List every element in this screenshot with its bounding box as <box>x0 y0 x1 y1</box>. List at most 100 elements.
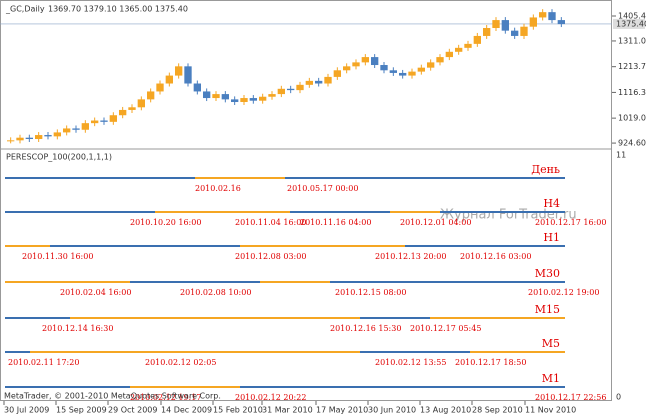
candle <box>361 57 369 63</box>
candle <box>529 17 537 27</box>
candle <box>175 66 183 76</box>
x-tick-label: 15 Feb 2010 <box>213 406 263 415</box>
candle <box>352 62 360 67</box>
candle <box>81 123 89 130</box>
candle <box>511 30 519 36</box>
candle <box>91 120 99 124</box>
candle <box>315 80 323 84</box>
candle <box>305 80 313 85</box>
candle <box>501 20 509 31</box>
candle <box>259 96 267 101</box>
candle <box>445 51 453 58</box>
footer: MetaTrader, © 2001-2010 MetaQuotes Softw… <box>4 392 221 401</box>
indicator-top: 11 <box>616 151 626 160</box>
y-tick-label: 1019.00 <box>618 114 646 123</box>
signal-date: 2010.12.01 04:00 <box>400 218 471 227</box>
x-tick-label: 31 Mar 2010 <box>262 406 313 415</box>
candle <box>436 57 444 63</box>
signal-date: 2010.12.16 15:30 <box>330 324 401 333</box>
candle <box>408 71 416 76</box>
x-tick-label: 28 Sep 2010 <box>472 406 523 415</box>
row-label: H1 <box>543 231 560 244</box>
candle <box>455 47 463 52</box>
row-label: H4 <box>543 197 560 210</box>
ohlc-label: 1369.70 1379.10 1365.00 1375.40 <box>48 5 188 14</box>
y-tick-label: 1405.45 <box>618 12 646 21</box>
candle <box>539 12 547 18</box>
row-label: M15 <box>535 303 560 316</box>
signal-date: 2010.12.17 16:00 <box>535 218 606 227</box>
signal-date: 2010.12.16 03:00 <box>460 252 531 261</box>
signal-date: 2010.11.30 16:00 <box>22 252 93 261</box>
signal-date: 2010.02.11 17:20 <box>8 358 79 367</box>
row-label: День <box>531 163 560 176</box>
candle <box>324 76 332 84</box>
candle <box>193 83 201 92</box>
indicator-bottom: 0 <box>616 393 621 402</box>
y-tick-label: 1116.35 <box>618 88 646 97</box>
candle <box>137 99 145 108</box>
signal-date: 2010.12.14 16:30 <box>42 324 113 333</box>
candle <box>156 83 164 92</box>
signal-date: 2010.02.12 02:05 <box>145 358 216 367</box>
candle <box>333 70 341 77</box>
candle <box>268 94 276 97</box>
row-label: M30 <box>535 267 560 280</box>
candle <box>492 20 500 29</box>
candle <box>427 62 435 68</box>
candle <box>287 88 295 91</box>
x-tick-label: 13 Aug 2010 <box>420 406 471 415</box>
candle <box>63 128 71 133</box>
signal-date: 2010.02.04 16:00 <box>60 288 131 297</box>
candle <box>35 135 43 140</box>
x-tick-label: 14 Dec 2009 <box>161 406 212 415</box>
candle <box>399 72 407 76</box>
signal-date: 2010.12.13 20:00 <box>375 252 446 261</box>
signal-date: 2010.02.12 19:00 <box>528 288 599 297</box>
chart-frame <box>0 0 612 401</box>
row-label: M5 <box>542 337 560 350</box>
candle <box>16 137 24 141</box>
candle <box>221 94 229 100</box>
candle <box>109 115 117 122</box>
signal-date: 2010.12.17 22:56 <box>535 393 606 402</box>
signal-date: 2010.12.17 18:50 <box>455 358 526 367</box>
symbol-label: _GC,Daily <box>5 5 45 14</box>
y-tick-label: 1213.70 <box>618 62 646 71</box>
candle <box>277 88 285 95</box>
signal-date: 2010.02.08 10:00 <box>180 288 251 297</box>
x-tick-label: 30 Jul 2009 <box>4 406 49 415</box>
candle <box>165 75 173 84</box>
candle <box>520 26 528 36</box>
signal-date: 2010.12.08 03:00 <box>235 252 306 261</box>
signal-date: 2010.11.16 04:00 <box>300 218 371 227</box>
signal-date: 2010.02.16 <box>195 184 241 193</box>
candle <box>473 35 481 44</box>
signal-date: 2010.11.04 16:00 <box>235 218 306 227</box>
candle <box>371 57 379 66</box>
price-tag-label: 1375.40 <box>616 19 646 28</box>
signal-date: 2010.02.12 13:55 <box>375 358 446 367</box>
candle <box>231 99 239 103</box>
candle <box>72 128 80 130</box>
signal-date: 2010.10.20 16:00 <box>130 218 201 227</box>
candle <box>7 140 15 142</box>
x-tick-label: 30 Jun 2010 <box>368 406 416 415</box>
candle <box>548 12 556 21</box>
x-tick-label: 15 Sep 2009 <box>56 406 107 415</box>
candle <box>44 135 52 137</box>
indicator-title: PERESCOP_100(200,1,1,1) <box>6 153 112 162</box>
signal-date: 2010.12.17 05:45 <box>410 324 481 333</box>
candle <box>464 43 472 48</box>
candle <box>147 91 155 100</box>
candle <box>53 132 61 137</box>
candle <box>119 109 127 116</box>
candle <box>212 94 220 99</box>
price-tag <box>613 18 645 29</box>
signal-date: 2010.12.15 08:00 <box>335 288 406 297</box>
x-tick-label: 11 Nov 2010 <box>525 406 576 415</box>
y-tick-label: 924.60 <box>618 139 646 148</box>
candle <box>203 91 211 99</box>
candle <box>249 98 257 101</box>
